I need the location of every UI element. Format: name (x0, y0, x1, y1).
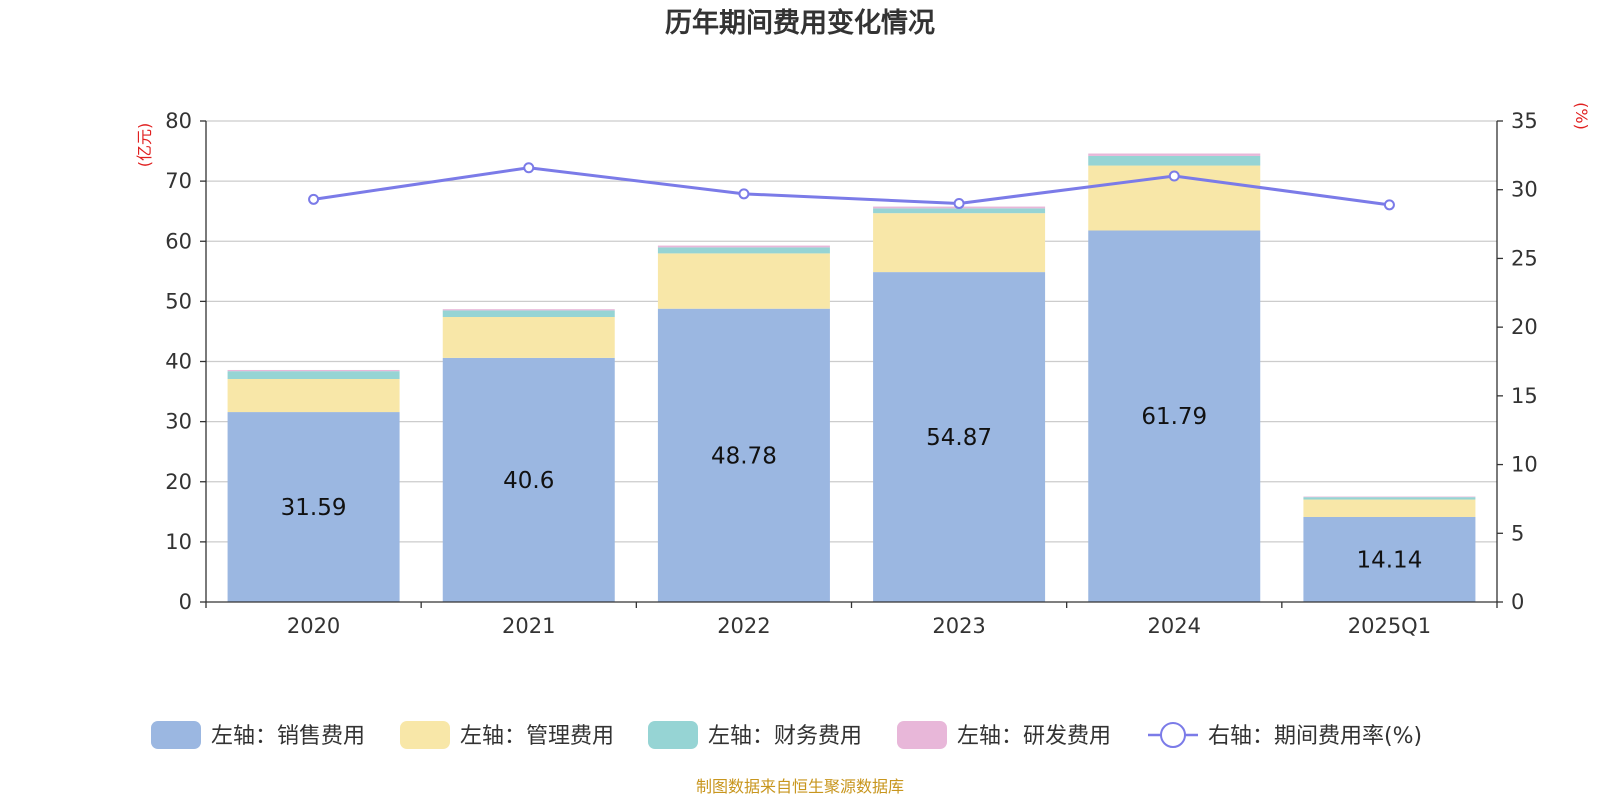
bar-segment (657, 308, 830, 602)
right-tick-label: 25 (1511, 246, 1538, 270)
bar-segment (657, 253, 830, 309)
left-tick-label: 30 (165, 410, 192, 434)
legend-line-marker (1160, 722, 1186, 748)
bar-value-label: 40.6 (503, 468, 554, 494)
right-axis-unit: (%) (1572, 102, 1591, 130)
x-tick-label: 2020 (287, 614, 340, 638)
chart-title: 历年期间费用变化情况 (665, 7, 935, 39)
bar-segment (227, 369, 400, 372)
legend-swatch (151, 721, 201, 749)
legend-label: 左轴：销售费用 (211, 724, 365, 749)
x-tick-label: 2023 (932, 614, 985, 638)
bar-value-label: 54.87 (926, 425, 992, 451)
legend-label: 右轴：期间费用率(%) (1208, 724, 1422, 749)
legend-item[interactable]: 右轴：期间费用率(%) (1148, 722, 1422, 749)
right-tick-label: 10 (1511, 453, 1538, 477)
legend-item[interactable]: 左轴：销售费用 (151, 721, 365, 749)
bar-segment (442, 309, 615, 311)
legend-swatch (648, 721, 698, 749)
bar-value-label: 48.78 (711, 443, 777, 469)
bar-segment (227, 378, 400, 413)
x-tick-label: 2022 (717, 614, 770, 638)
rate-point (523, 162, 535, 174)
legend-swatch (897, 721, 947, 749)
left-tick-label: 10 (165, 530, 192, 554)
rate-point (1168, 170, 1180, 182)
bar-value-label: 14.14 (1356, 547, 1422, 573)
bar-segment (442, 317, 615, 358)
legend[interactable]: 左轴：销售费用 左轴：管理费用 左轴：财务费用 左轴：研发费用 右轴：期间费用率(%) (151, 721, 1422, 749)
rate-line (308, 162, 1395, 211)
legend-label: 左轴：研发费用 (957, 724, 1111, 749)
right-tick-label: 20 (1511, 315, 1538, 339)
bar-segment (657, 247, 830, 254)
left-tick-label: 40 (165, 350, 192, 374)
left-tick-label: 20 (165, 470, 192, 494)
bar-segment (657, 245, 830, 248)
legend-item[interactable]: 左轴：财务费用 (648, 721, 862, 749)
bar-value-label: 31.59 (281, 495, 347, 521)
bar-segment (442, 310, 615, 318)
right-tick-label: 5 (1511, 521, 1524, 545)
left-tick-label: 70 (165, 169, 192, 193)
axes: 0 10 20 30 40 50 60 70 80 0 5 10 15 20 25 30 35 2020 2021 2… (165, 109, 1537, 638)
legend-item[interactable]: 左轴：管理费用 (400, 721, 614, 749)
x-tick-label: 2021 (502, 614, 555, 638)
left-tick-label: 80 (165, 109, 192, 133)
bar-segment (1088, 153, 1261, 156)
right-tick-label: 35 (1511, 109, 1538, 133)
bars (227, 153, 1476, 603)
rate-point (953, 197, 965, 209)
left-tick-label: 0 (179, 590, 192, 614)
bar-segment (873, 208, 1046, 214)
left-tick-label: 60 (165, 229, 192, 253)
rate-point (1383, 199, 1395, 211)
bar-segment (873, 213, 1046, 273)
bar-segment (442, 357, 615, 602)
bar-segment (1303, 497, 1476, 500)
x-tick-label: 2025Q1 (1348, 614, 1431, 638)
left-tick-label: 50 (165, 289, 192, 313)
data-labels: 31.59 40.6 48.78 54.87 61.79 14.14 (281, 404, 1423, 573)
rate-point (308, 193, 320, 205)
rate-point (738, 188, 750, 200)
right-tick-label: 15 (1511, 384, 1538, 408)
bar-segment (1303, 499, 1476, 517)
bar-segment (1088, 155, 1261, 166)
right-tick-label: 0 (1511, 590, 1524, 614)
bar-value-label: 61.79 (1141, 404, 1207, 430)
rate-polyline (313, 166, 1390, 207)
legend-label: 左轴：财务费用 (708, 724, 862, 749)
right-tick-label: 30 (1511, 178, 1538, 202)
legend-label: 左轴：管理费用 (460, 724, 614, 749)
legend-swatch (400, 721, 450, 749)
bar-segment (1303, 516, 1476, 602)
bar-segment (227, 412, 400, 602)
bar-segment (227, 371, 400, 379)
bar-segment (873, 272, 1046, 602)
x-tick-label: 2024 (1148, 614, 1201, 638)
legend-item[interactable]: 左轴：研发费用 (897, 721, 1111, 749)
grid-lines (206, 120, 1497, 543)
source-note: 制图数据来自恒生聚源数据库 (696, 777, 904, 796)
left-axis-unit: (亿元) (135, 123, 154, 168)
bar-segment (1088, 230, 1261, 603)
bar-segment (1303, 496, 1476, 498)
